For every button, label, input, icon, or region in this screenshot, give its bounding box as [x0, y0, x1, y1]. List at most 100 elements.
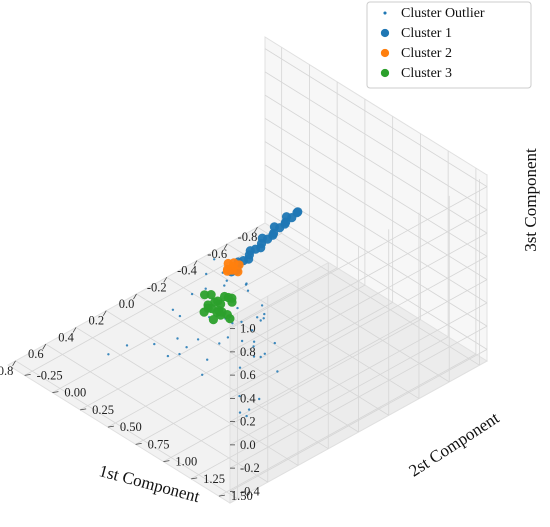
data-point-series-3: [233, 267, 243, 277]
data-point-series-1: [240, 320, 243, 324]
x-tick-label: -0.2: [147, 280, 167, 294]
y-tick-mark: [24, 373, 31, 376]
y-tick-mark: [107, 425, 114, 428]
x-tick-mark: [72, 327, 77, 333]
grid-line-z: [264, 94, 488, 234]
z-tick-label: -0.4: [240, 484, 261, 498]
data-point-series-1: [238, 366, 242, 369]
x-tick-mark: [133, 293, 137, 300]
data-point-series-1: [240, 339, 244, 343]
x-tick-label: -0.4: [177, 264, 198, 278]
data-point-series-4: [203, 303, 213, 313]
data-point-series-4: [216, 310, 226, 320]
grid-line-z: [264, 71, 488, 211]
data-point-series-1: [245, 414, 248, 418]
data-point-series-1: [252, 355, 256, 358]
data-point-series-1: [263, 352, 266, 355]
grid-line-z: [229, 209, 488, 353]
y-tick-mark: [80, 408, 87, 411]
data-point-series-1: [196, 338, 200, 341]
y-tick-mark: [135, 442, 142, 445]
grid-line-y: [79, 267, 338, 411]
data-point-series-1: [166, 354, 170, 358]
y-tick-label: 0.00: [64, 386, 86, 400]
data-point-series-4: [200, 290, 210, 300]
data-point-series-3: [222, 266, 232, 276]
data-point-series-1: [250, 329, 254, 332]
legend-frame: [366, 1, 532, 89]
grid-line-x: [45, 343, 269, 483]
side-pane: [264, 36, 488, 362]
grid-line-x: [75, 327, 299, 466]
data-point-series-1: [238, 394, 241, 398]
data-point-series-2: [256, 243, 266, 253]
data-point-series-2: [292, 208, 302, 218]
z-tick-label: 1.0: [240, 322, 256, 336]
grid-line-z: [229, 302, 488, 446]
x-tick-label: 0.4: [58, 330, 74, 344]
y-tick-mark: [191, 477, 198, 480]
legend: Cluster Outlier Cluster 1 Cluster 2 Cluster…: [366, 1, 532, 89]
z-tick-label: 0.2: [240, 415, 256, 429]
grid-line-x: [226, 243, 450, 383]
grid-line-y: [107, 284, 366, 428]
grid-line-z: [264, 211, 488, 350]
x-tick-label: -0.8: [238, 230, 258, 244]
x-tick-label: 0.8: [0, 364, 13, 378]
data-point-series-1: [204, 287, 207, 290]
axes-panes: [7, 36, 488, 504]
grid-line-y: [135, 301, 393, 445]
z-tick-label: 0.0: [240, 438, 256, 452]
y-tick-label: 1.50: [231, 489, 253, 503]
z-tick-label: -0.2: [240, 461, 260, 475]
z-axis-label: 3st Component: [521, 148, 540, 252]
grid-line-y: [218, 353, 477, 497]
data-point-series-1: [236, 306, 239, 310]
data-point-series-1: [205, 272, 208, 276]
data-point-series-1: [252, 345, 255, 348]
legend-label: Cluster 2: [401, 46, 452, 61]
legend-marker: [380, 28, 390, 38]
y-tick-label: 0.50: [120, 420, 142, 434]
grid-line-z: [229, 279, 488, 422]
data-point-series-1: [223, 284, 226, 287]
data-point-series-1: [259, 319, 262, 322]
data-point-series-1: [252, 340, 256, 343]
data-point-series-1: [178, 352, 181, 356]
data-point-series-1: [263, 312, 266, 316]
data-points: [107, 207, 303, 418]
grid-line-z: [264, 141, 488, 280]
x-tick-label: 0.6: [28, 347, 44, 361]
x-tick-label: 0.2: [88, 314, 104, 328]
y-tick-label: -0.25: [37, 368, 63, 382]
data-point-series-4: [223, 292, 233, 303]
grid-line-z: [264, 118, 488, 257]
grid-line-x: [257, 226, 480, 366]
data-point-series-4: [206, 290, 216, 300]
data-point-series-1: [226, 336, 230, 339]
data-point-series-3: [223, 258, 233, 269]
data-point-series-3: [234, 260, 244, 270]
data-point-series-1: [218, 342, 221, 345]
data-point-series-1: [247, 408, 251, 411]
grid-line-y: [190, 336, 449, 480]
data-point-series-1: [256, 316, 259, 319]
grid-line-z: [229, 325, 488, 469]
legend-marker: [380, 48, 390, 58]
grid-line-z: [229, 349, 488, 492]
grid-line-x: [166, 276, 389, 416]
y-tick-label: 0.25: [92, 403, 114, 417]
grid-line-x: [15, 360, 238, 500]
legend-marker: [383, 11, 387, 15]
data-point-series-4: [208, 315, 218, 325]
data-point-series-1: [258, 397, 261, 401]
y-tick-mark: [218, 494, 225, 497]
data-point-series-1: [185, 346, 188, 349]
grid-line-z: [229, 256, 488, 399]
y-tick-label: 0.75: [148, 437, 170, 451]
data-point-series-1: [262, 317, 265, 320]
data-point-series-1: [107, 353, 110, 356]
legend-label: Cluster 3: [401, 66, 452, 81]
grid-line-z: [264, 164, 488, 304]
